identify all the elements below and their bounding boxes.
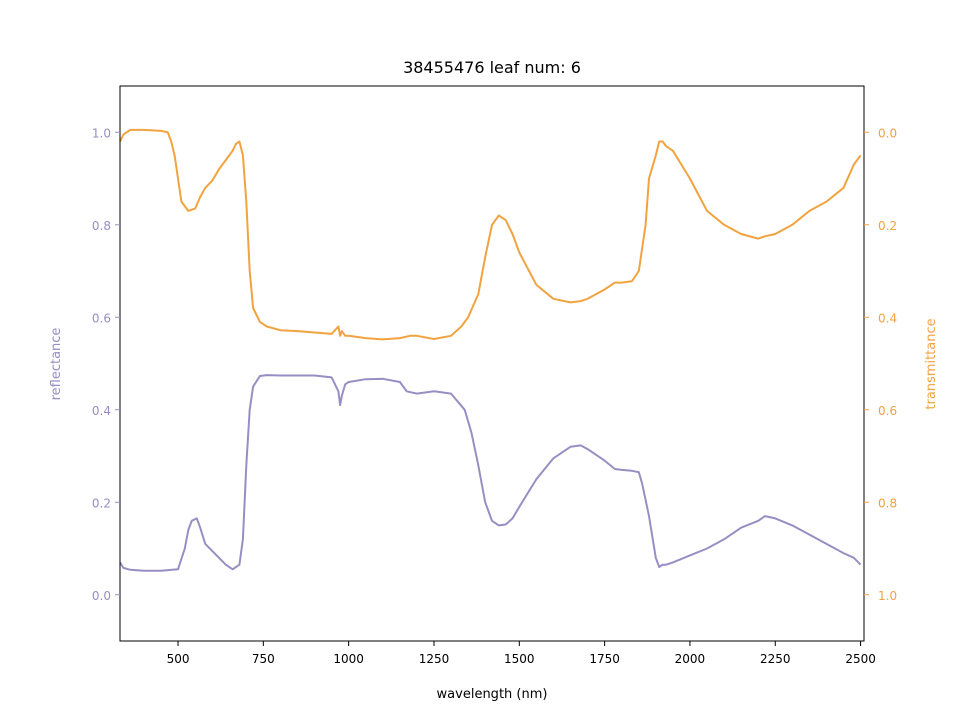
x-axis-title: wavelength (nm): [437, 687, 548, 702]
x-tick-label: 500: [167, 652, 190, 666]
x-tick-label: 1250: [419, 652, 450, 666]
x-tick-label: 1750: [589, 652, 620, 666]
y-axis-title-right: transmittance: [924, 318, 939, 409]
transmittance-line: [119, 128, 862, 341]
y-right-tick-label: 0.2: [878, 219, 897, 233]
y-left-tick-label: 0.0: [92, 589, 111, 603]
y-right-tick-label: 0.0: [878, 126, 897, 140]
reflectance-line: [119, 374, 862, 572]
x-tick-label: 2250: [760, 652, 791, 666]
y-right-tick-label: 1.0: [878, 589, 897, 603]
y-left-tick-label: 0.6: [92, 311, 111, 325]
y-left-tick-label: 0.4: [92, 404, 111, 418]
plot-frame: [119, 85, 865, 642]
y-right-tick-label: 0.6: [878, 404, 897, 418]
x-tick-label: 1500: [504, 652, 535, 666]
y-right-tick-label: 0.4: [878, 311, 897, 325]
y-left-tick-label: 0.2: [92, 496, 111, 510]
x-tick-label: 2000: [675, 652, 706, 666]
chart-title: 38455476 leaf num: 6: [403, 58, 581, 77]
x-tick-label: 1000: [333, 652, 364, 666]
x-tick-label: 750: [252, 652, 275, 666]
y-left-tick-label: 0.8: [92, 219, 111, 233]
y-axis-title-left: reflectance: [49, 328, 64, 401]
x-tick-label: 2500: [845, 652, 876, 666]
series-layer: [119, 128, 862, 572]
y-axis-left: 0.0 0.2 0.4 0.6 0.8 1.0: [92, 126, 120, 603]
y-right-tick-label: 0.8: [878, 496, 897, 510]
y-axis-right: 0.0 0.2 0.4 0.6 0.8 1.0: [864, 126, 897, 603]
y-left-tick-label: 1.0: [92, 126, 111, 140]
x-axis: 500 750 1000 1250 1500 1750 2000 2250 2500: [167, 641, 876, 666]
